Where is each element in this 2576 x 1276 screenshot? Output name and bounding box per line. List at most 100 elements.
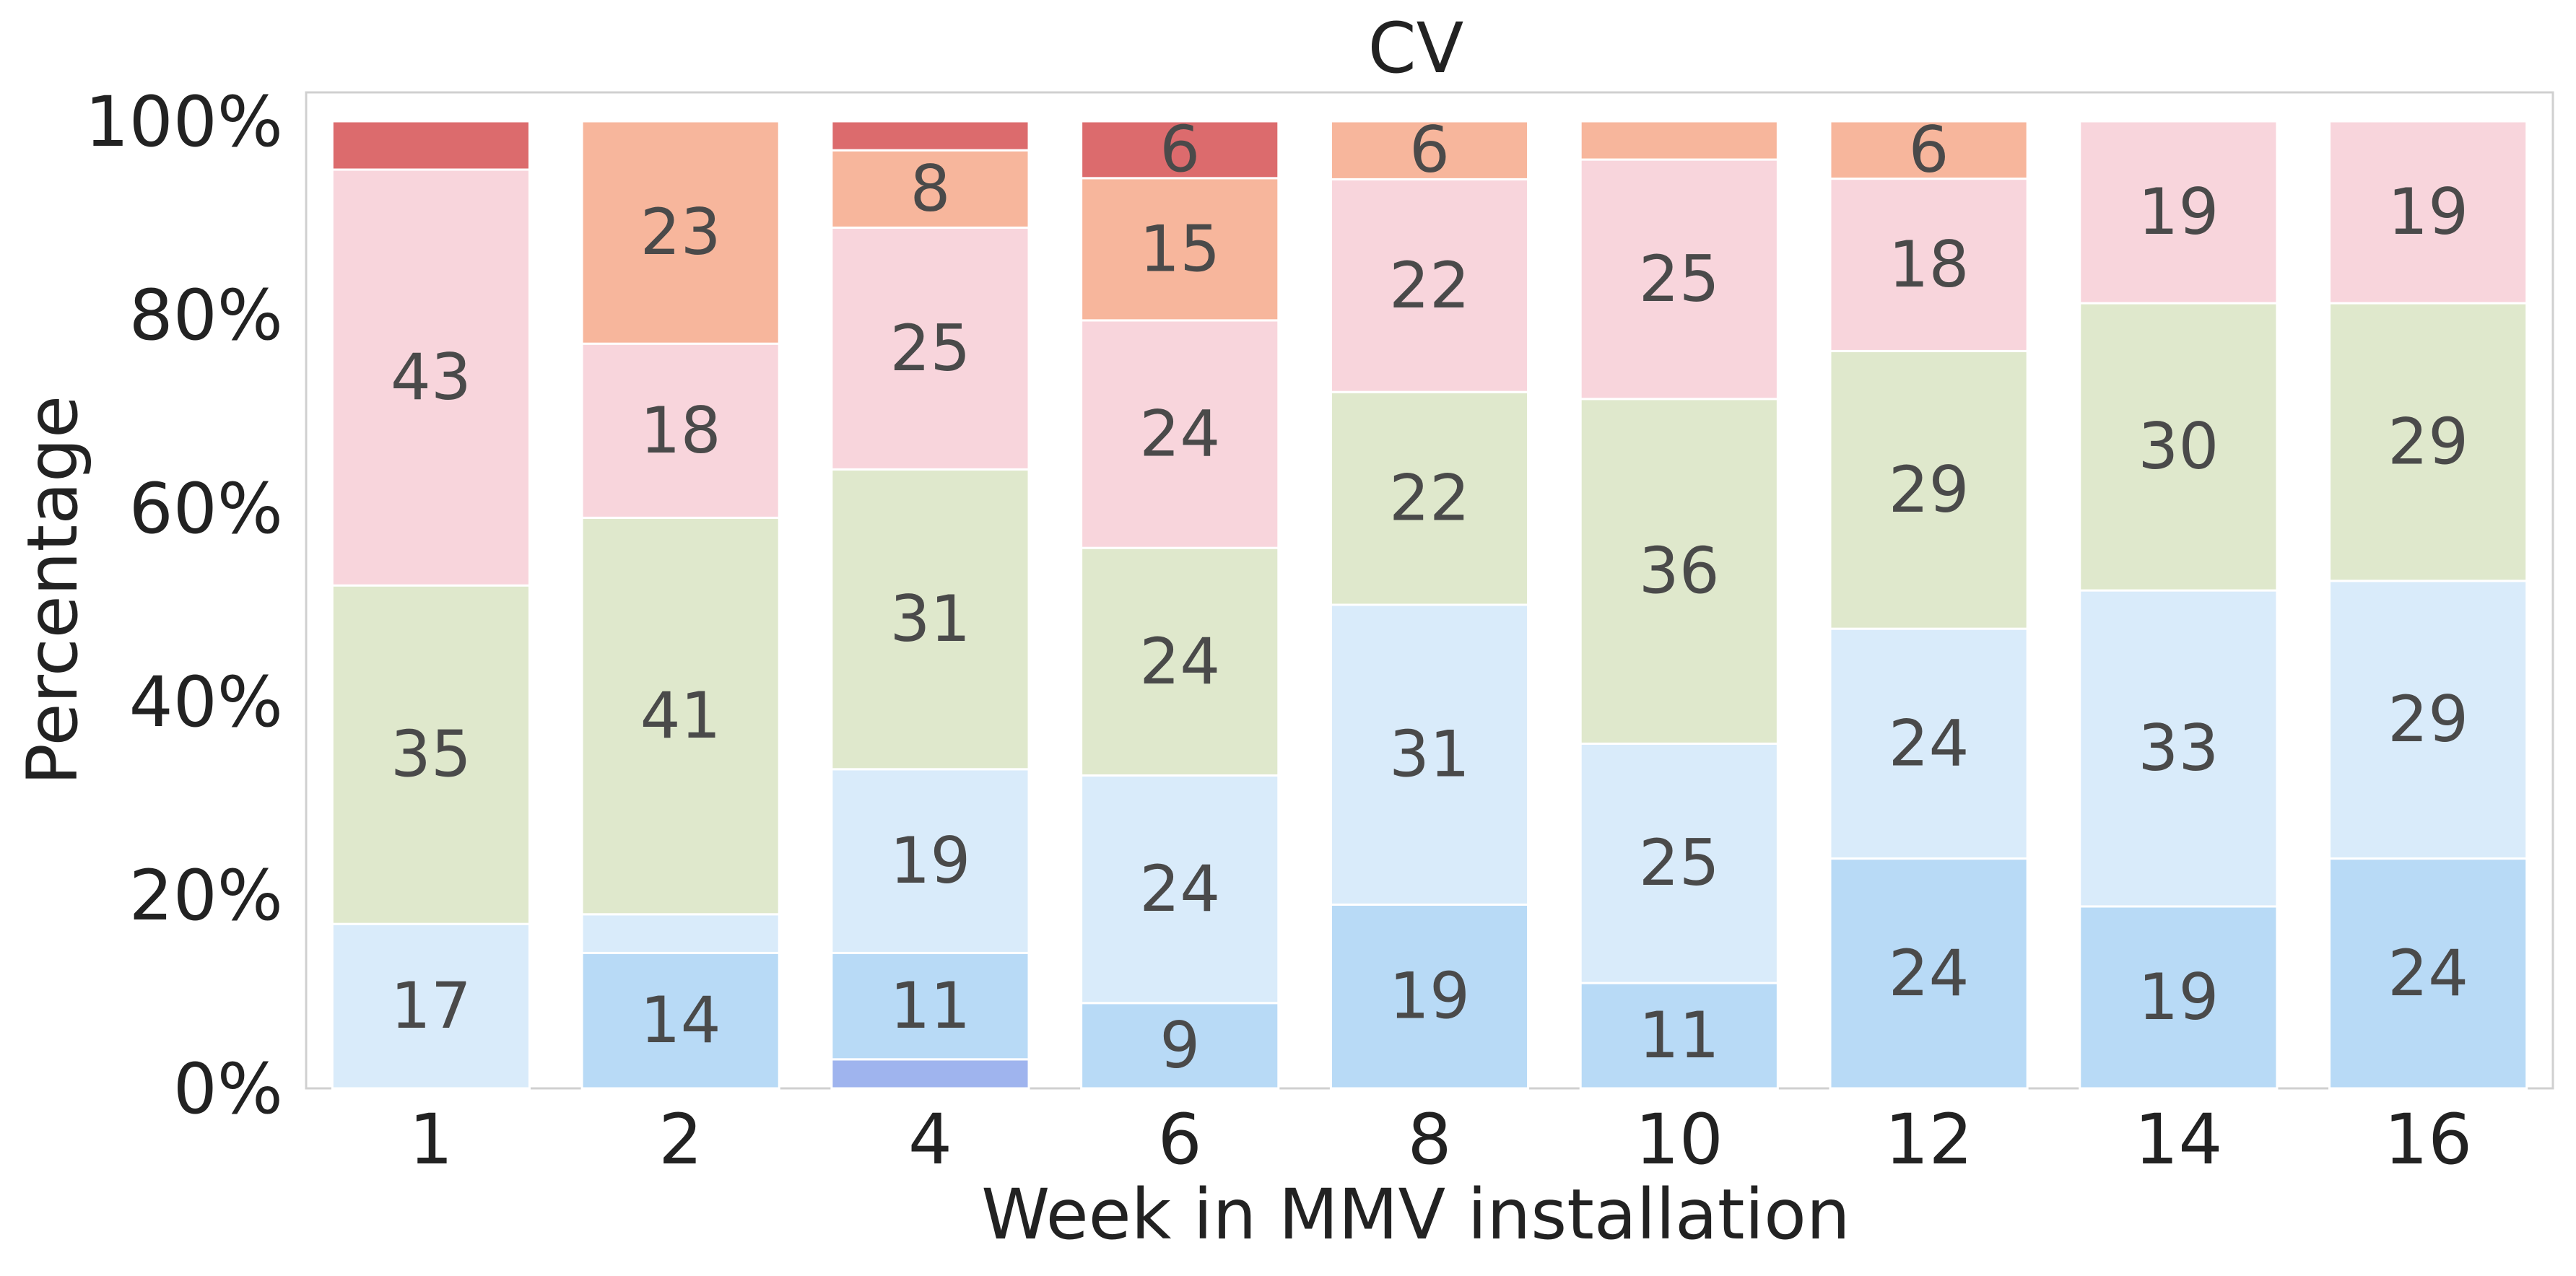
bar-segment — [1829, 627, 2029, 860]
data-label: 22 — [1389, 248, 1470, 323]
x-tick-label: 16 — [2384, 1099, 2472, 1180]
bar-segment — [331, 120, 531, 171]
bar-segment — [830, 1058, 1030, 1090]
bar-segment — [580, 342, 780, 519]
data-label: 18 — [640, 393, 721, 468]
data-label: 24 — [2388, 936, 2468, 1010]
data-label: 24 — [1889, 936, 1970, 1010]
bar-segment — [1329, 603, 1530, 906]
data-label: 19 — [1389, 959, 1470, 1034]
bar-segment — [1579, 742, 1779, 984]
data-label: 19 — [2138, 960, 2219, 1034]
x-tick-label: 12 — [1884, 1099, 1972, 1180]
data-label: 41 — [640, 678, 721, 753]
bar-segment — [2328, 857, 2528, 1090]
data-label: 6 — [1409, 113, 1450, 187]
bar-segment — [331, 922, 531, 1090]
bar-segment — [2079, 302, 2279, 592]
data-label: 22 — [1389, 461, 1470, 536]
bar-segment — [1080, 546, 1280, 777]
bar-segment — [830, 768, 1030, 954]
x-tick-label: 14 — [2134, 1099, 2222, 1180]
data-label: 19 — [2388, 175, 2468, 249]
bar-segment — [1579, 158, 1779, 401]
data-label: 35 — [391, 717, 471, 792]
data-label: 9 — [1159, 1008, 1200, 1083]
data-label: 24 — [1889, 706, 1970, 780]
data-label: 25 — [889, 311, 970, 385]
bar-segment — [830, 120, 1030, 152]
y-axis-label: Percentage — [12, 396, 93, 785]
bar-segment — [580, 913, 780, 954]
data-label: 36 — [1639, 534, 1720, 608]
bar-segment — [331, 168, 531, 587]
chart-title: CV — [1368, 8, 1464, 89]
x-axis-label: Week in MMV installation — [981, 1174, 1850, 1255]
data-label: 18 — [1889, 227, 1970, 302]
bar-segment — [580, 951, 780, 1090]
bar-segment — [580, 516, 780, 916]
data-label: 8 — [910, 152, 950, 226]
data-label: 19 — [889, 823, 970, 898]
data-label: 23 — [640, 195, 721, 269]
bar-segment — [580, 120, 780, 345]
data-label: 31 — [889, 582, 970, 656]
y-tick-label: 100% — [85, 82, 283, 162]
x-axis-ticks: 1 2 4 6 8 10 12 14 16 — [409, 1099, 2472, 1180]
bar-segment — [1080, 177, 1280, 322]
data-label: 31 — [1389, 717, 1470, 792]
x-tick-label: 4 — [908, 1099, 952, 1180]
data-label: 24 — [1139, 624, 1220, 699]
y-tick-label: 0% — [173, 1049, 283, 1129]
data-label: 11 — [1639, 998, 1720, 1072]
bar-segment — [1329, 903, 1530, 1090]
data-label: 25 — [1639, 242, 1720, 316]
y-tick-label: 40% — [129, 662, 283, 743]
data-label: 11 — [889, 969, 970, 1043]
bar-segment — [1080, 774, 1280, 1005]
y-tick-label: 20% — [129, 855, 283, 936]
bar-segment — [1579, 120, 1779, 161]
x-tick-label: 8 — [1407, 1099, 1451, 1180]
data-label: 6 — [1909, 113, 1949, 187]
x-tick-label: 1 — [409, 1099, 453, 1180]
data-label: 29 — [2388, 404, 2468, 478]
data-label: 30 — [2138, 409, 2219, 484]
data-label: 15 — [1139, 211, 1220, 286]
data-label: 25 — [1639, 826, 1720, 900]
y-tick-label: 60% — [129, 468, 283, 549]
x-tick-label: 6 — [1158, 1099, 1202, 1180]
bar-segment — [2328, 120, 2528, 305]
y-axis-ticks: 0% 20% 40% 60% 80% 100% — [85, 82, 283, 1129]
data-label: 43 — [391, 340, 471, 414]
data-label: 29 — [2388, 682, 2468, 756]
data-label: 14 — [640, 983, 721, 1057]
bar-segment — [1829, 178, 2029, 352]
bar-segment — [2079, 120, 2279, 305]
bar-segment — [1080, 319, 1280, 549]
bar-segment — [1579, 982, 1779, 1090]
data-label: 33 — [2138, 711, 2219, 785]
bar-segment — [1329, 120, 1530, 180]
data-label: 24 — [1139, 397, 1220, 471]
bar-segment — [830, 468, 1030, 771]
y-tick-label: 80% — [129, 275, 283, 356]
data-label: 24 — [1139, 852, 1220, 926]
data-label: 17 — [391, 969, 471, 1043]
bar-segment — [2079, 589, 2279, 908]
data-label: 19 — [2138, 175, 2219, 249]
bar-segment — [2328, 302, 2528, 582]
bar-segment — [2079, 905, 2279, 1090]
bar-segment — [1829, 857, 2029, 1090]
bar-segment — [830, 226, 1030, 471]
x-tick-label: 2 — [658, 1099, 702, 1180]
bar-segment — [830, 951, 1030, 1061]
bar-segment — [1829, 120, 2029, 180]
bar-segment — [1080, 120, 1280, 180]
bars-layer: 17 35 43 14 41 18 23 11 19 31 25 8 9 24 24 24 15 6 19 31 22 2… — [331, 112, 2528, 1090]
bar-segment — [1329, 178, 1530, 393]
bar-segment — [1579, 398, 1779, 745]
data-label: 6 — [1159, 112, 1200, 186]
x-tick-label: 10 — [1635, 1099, 1723, 1180]
